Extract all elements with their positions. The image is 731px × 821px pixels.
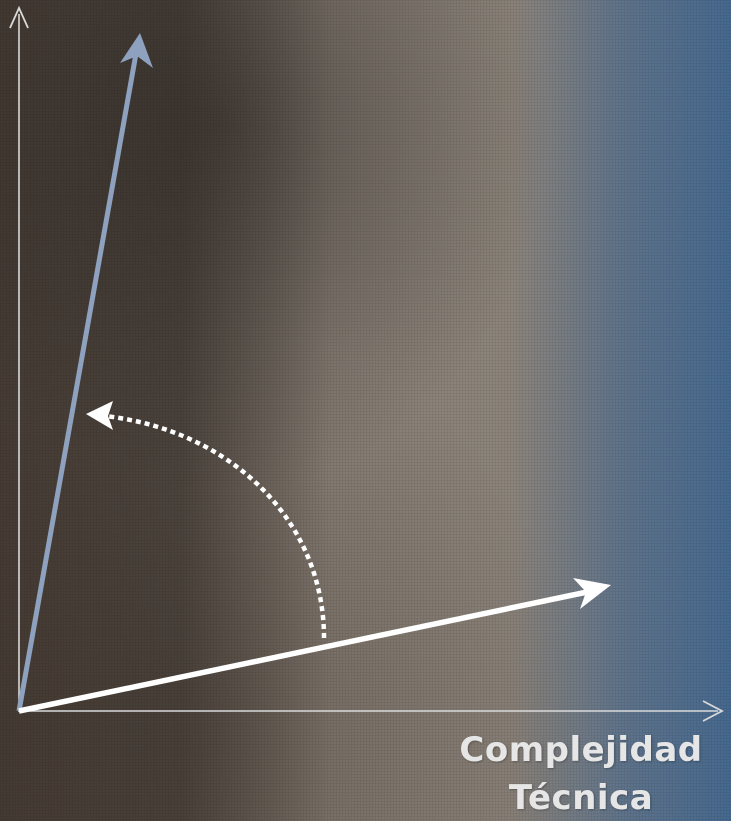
rotation-arc: [86, 401, 327, 639]
blue-vector: [16, 33, 153, 712]
y-axis-arrowhead: [9, 5, 29, 29]
x-axis: [19, 700, 724, 722]
x-axis-label-line1: Complejidad: [459, 730, 703, 770]
rotation-arc-arrowhead: [86, 401, 113, 430]
blue-vector-arrowhead: [120, 33, 153, 68]
x-axis-label-line2: Técnica: [508, 778, 654, 818]
white-vector-arrowhead: [573, 578, 611, 609]
white-vector: [18, 578, 611, 714]
x-axis-arrowhead: [702, 700, 724, 722]
y-axis: [9, 5, 29, 712]
